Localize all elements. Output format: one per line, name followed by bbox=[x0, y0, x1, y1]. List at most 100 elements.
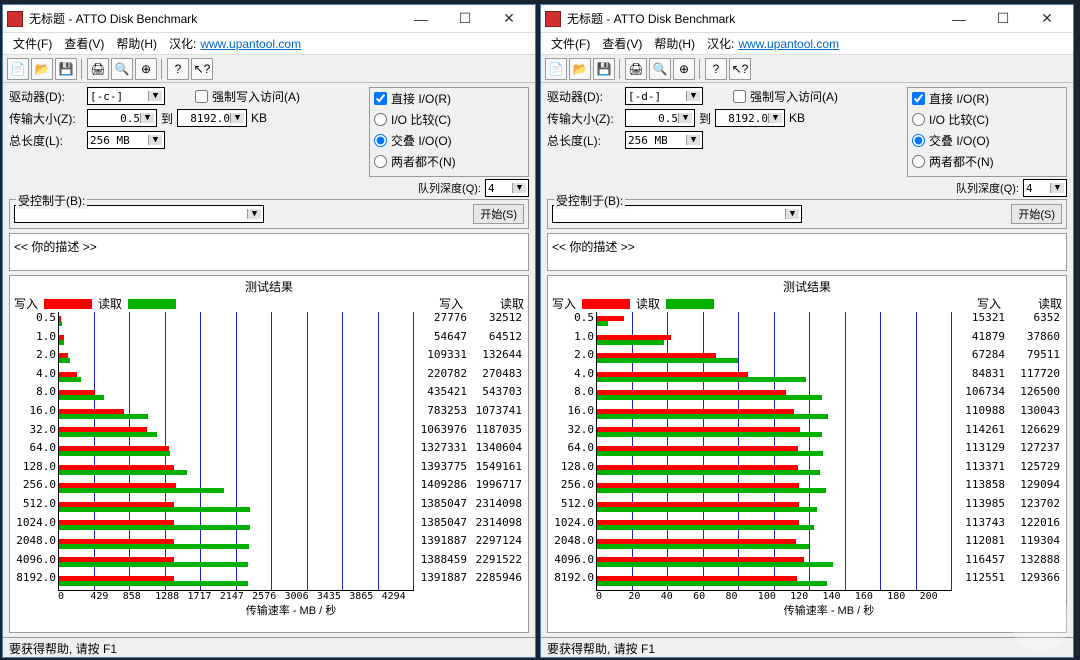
help-icon[interactable]: ? bbox=[705, 58, 727, 80]
statusbar: 要获得帮助, 请按 F1 bbox=[541, 637, 1073, 657]
read-values: 6352378607951111772012650013004312662912… bbox=[1007, 312, 1062, 591]
neither-label: 两者都不(N) bbox=[391, 153, 456, 170]
start-button[interactable]: 开始(S) bbox=[1011, 204, 1062, 224]
legend-read-swatch bbox=[666, 299, 714, 309]
total-len-combo[interactable]: 256 MB▼ bbox=[625, 131, 703, 149]
preview-icon[interactable]: 🔍 bbox=[649, 58, 671, 80]
transfer-from-combo[interactable]: 0.5▼ bbox=[87, 109, 157, 127]
menu-view[interactable]: 查看(V) bbox=[58, 35, 110, 52]
save-icon[interactable]: 💾 bbox=[55, 58, 77, 80]
direct-io-checkbox[interactable] bbox=[912, 92, 925, 105]
queue-depth-label: 队列深度(Q): bbox=[956, 180, 1019, 196]
open-icon[interactable]: 📂 bbox=[31, 58, 53, 80]
menu-file[interactable]: 文件(F) bbox=[7, 35, 58, 52]
neither-radio[interactable] bbox=[912, 155, 925, 168]
kb-label: KB bbox=[247, 111, 267, 125]
total-len-combo[interactable]: 256 MB▼ bbox=[87, 131, 165, 149]
read-values: 3251264512132644270483543703107374111870… bbox=[469, 312, 524, 591]
menubar: 文件(F) 查看(V) 帮助(H) 汉化:www.upantool.com bbox=[3, 33, 535, 55]
zoom-icon[interactable]: ⊕ bbox=[673, 58, 695, 80]
print-icon[interactable]: 🖨 bbox=[625, 58, 647, 80]
description-box[interactable]: << 你的描述 >> bbox=[547, 233, 1067, 271]
legend-read-label: 读取 bbox=[98, 295, 122, 312]
chart-bars bbox=[596, 312, 952, 591]
description-box[interactable]: << 你的描述 >> bbox=[9, 233, 529, 271]
legend-write-swatch bbox=[582, 299, 630, 309]
window-title: 无标题 - ATTO Disk Benchmark bbox=[29, 10, 399, 27]
menu-hanhua: 汉化:www.upantool.com bbox=[701, 35, 845, 52]
preview-icon[interactable]: 🔍 bbox=[111, 58, 133, 80]
help-icon[interactable]: ? bbox=[167, 58, 189, 80]
new-icon[interactable]: 📄 bbox=[7, 58, 29, 80]
legend-write-label: 写入 bbox=[14, 295, 38, 312]
total-label: 总长度(L): bbox=[547, 132, 625, 149]
hanhua-link[interactable]: www.upantool.com bbox=[200, 37, 301, 51]
transfer-from-combo[interactable]: 0.5▼ bbox=[625, 109, 695, 127]
to-label: 到 bbox=[695, 110, 715, 127]
drive-label: 驱动器(D): bbox=[547, 88, 625, 105]
maximize-button[interactable]: ☐ bbox=[443, 5, 487, 33]
drive-combo[interactable]: [-c-]▼ bbox=[87, 87, 165, 105]
minimize-button[interactable]: — bbox=[937, 5, 981, 33]
overlap-io-radio[interactable] bbox=[912, 134, 925, 147]
chart-bars bbox=[58, 312, 414, 591]
direct-io-label: 直接 I/O(R) bbox=[391, 90, 451, 107]
close-button[interactable]: ✕ bbox=[487, 5, 531, 33]
to-label: 到 bbox=[157, 110, 177, 127]
context-help-icon[interactable]: ↖? bbox=[729, 58, 751, 80]
direct-io-checkbox[interactable] bbox=[374, 92, 387, 105]
col-read-header: 读取 bbox=[469, 295, 524, 312]
menu-view[interactable]: 查看(V) bbox=[596, 35, 648, 52]
force-write-checkbox[interactable] bbox=[733, 90, 746, 103]
open-icon[interactable]: 📂 bbox=[569, 58, 591, 80]
queue-depth-combo[interactable]: 4▼ bbox=[485, 179, 529, 197]
start-button[interactable]: 开始(S) bbox=[473, 204, 524, 224]
maximize-button[interactable]: ☐ bbox=[981, 5, 1025, 33]
force-write-label: 强制写入访问(A) bbox=[212, 88, 300, 105]
close-button[interactable]: ✕ bbox=[1025, 5, 1069, 33]
force-write-checkbox[interactable] bbox=[195, 90, 208, 103]
transfer-to-combo[interactable]: 8192.0▼ bbox=[177, 109, 247, 127]
window-title: 无标题 - ATTO Disk Benchmark bbox=[567, 10, 937, 27]
x-axis-label: 传输速率 - MB / 秒 bbox=[596, 602, 1062, 618]
x-axis-label: 传输速率 - MB / 秒 bbox=[58, 602, 524, 618]
col-write-header: 写入 bbox=[408, 295, 463, 312]
io-compare-radio[interactable] bbox=[374, 113, 387, 126]
drive-combo[interactable]: [-d-]▼ bbox=[625, 87, 703, 105]
results-title: 测试结果 bbox=[552, 278, 1062, 295]
col-write-header: 写入 bbox=[946, 295, 1001, 312]
toolbar: 📄 📂 💾 🖨 🔍 ⊕ ? ↖? bbox=[541, 55, 1073, 83]
transfer-label: 传输大小(Z): bbox=[547, 110, 625, 127]
direct-io-label: 直接 I/O(R) bbox=[929, 90, 989, 107]
context-help-icon[interactable]: ↖? bbox=[191, 58, 213, 80]
minimize-button[interactable]: — bbox=[399, 5, 443, 33]
y-axis-labels: 0.51.02.04.08.016.032.064.0128.0256.0512… bbox=[552, 312, 596, 591]
hanhua-link[interactable]: www.upantool.com bbox=[738, 37, 839, 51]
io-compare-radio[interactable] bbox=[912, 113, 925, 126]
force-write-label: 强制写入访问(A) bbox=[750, 88, 838, 105]
neither-radio[interactable] bbox=[374, 155, 387, 168]
write-values: 1532141879672848483110673411098811426111… bbox=[952, 312, 1007, 591]
toolbar: 📄 📂 💾 🖨 🔍 ⊕ ? ↖? bbox=[3, 55, 535, 83]
menu-file[interactable]: 文件(F) bbox=[545, 35, 596, 52]
save-icon[interactable]: 💾 bbox=[593, 58, 615, 80]
y-axis-labels: 0.51.02.04.08.016.032.064.0128.0256.0512… bbox=[14, 312, 58, 591]
total-label: 总长度(L): bbox=[9, 132, 87, 149]
x-axis-ticks: 020406080100120140160180200 bbox=[596, 591, 952, 602]
overlap-io-radio[interactable] bbox=[374, 134, 387, 147]
queue-depth-combo[interactable]: 4▼ bbox=[1023, 179, 1067, 197]
transfer-label: 传输大小(Z): bbox=[9, 110, 87, 127]
menu-help[interactable]: 帮助(H) bbox=[648, 35, 701, 52]
controlled-label: 受控制于(B): bbox=[16, 192, 87, 209]
results-panel: 测试结果 写入 读取 写入 读取 0.51.02.04.08.016.032.0… bbox=[547, 275, 1067, 633]
menu-hanhua: 汉化:www.upantool.com bbox=[163, 35, 307, 52]
kb-label: KB bbox=[785, 111, 805, 125]
transfer-to-combo[interactable]: 8192.0▼ bbox=[715, 109, 785, 127]
menu-help[interactable]: 帮助(H) bbox=[110, 35, 163, 52]
print-icon[interactable]: 🖨 bbox=[87, 58, 109, 80]
zoom-icon[interactable]: ⊕ bbox=[135, 58, 157, 80]
new-icon[interactable]: 📄 bbox=[545, 58, 567, 80]
titlebar: 无标题 - ATTO Disk Benchmark — ☐ ✕ bbox=[3, 5, 535, 33]
legend-read-label: 读取 bbox=[636, 295, 660, 312]
write-values: 2777654647109331220782435421783253106397… bbox=[414, 312, 469, 591]
